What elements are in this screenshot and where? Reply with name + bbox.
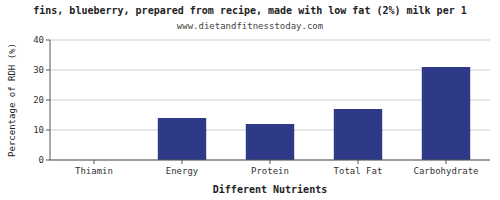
y-tick: [46, 40, 50, 41]
x-axis-label: Different Nutrients: [213, 184, 327, 195]
y-tick: [46, 100, 50, 101]
y-axis-label: Percentage of RDH (%): [7, 43, 17, 157]
bar: [422, 67, 470, 160]
x-tick-label: Carbohydrate: [413, 166, 478, 176]
x-tick-label: Thiamin: [75, 166, 113, 176]
x-tick: [358, 160, 359, 164]
subtitle: www.dietandfitnesstoday.com: [177, 21, 323, 31]
x-tick: [94, 160, 95, 164]
x-tick-label: Total Fat: [334, 166, 383, 176]
bar: [158, 118, 206, 160]
y-tick: [46, 130, 50, 131]
y-tick: [46, 160, 50, 161]
chart-svg: fins, blueberry, prepared from recipe, m…: [0, 0, 500, 200]
y-tick-label: 30: [33, 65, 44, 75]
x-tick: [446, 160, 447, 164]
bars: [158, 67, 470, 160]
x-tick-label: Energy: [166, 166, 199, 176]
page: {"chart_data": {"type": "bar", "title": …: [0, 0, 500, 200]
y-tick: [46, 70, 50, 71]
chart-container: fins, blueberry, prepared from recipe, m…: [0, 0, 500, 200]
x-tick: [182, 160, 183, 164]
x-tick: [270, 160, 271, 164]
x-tick-label: Protein: [251, 166, 289, 176]
y-tick-label: 40: [33, 35, 44, 45]
bar: [334, 109, 382, 160]
y-tick-label: 0: [39, 155, 44, 165]
grid: [50, 40, 490, 160]
y-axis: [50, 40, 51, 160]
y-tick-label: 20: [33, 95, 44, 105]
y-tick-label: 10: [33, 125, 44, 135]
grid-line: [50, 40, 490, 41]
bar: [246, 124, 294, 160]
title: fins, blueberry, prepared from recipe, m…: [33, 5, 466, 16]
